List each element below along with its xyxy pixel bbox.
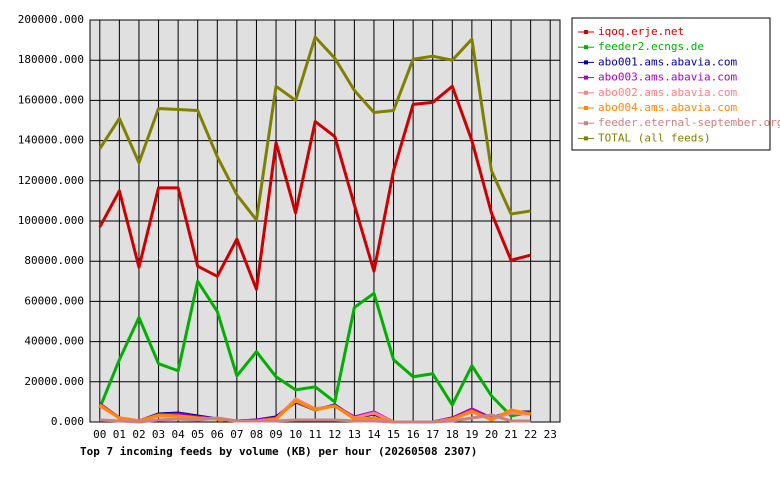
legend-label: abo001.ams.abavia.com <box>598 55 737 68</box>
y-tick-label: 180000.000 <box>18 53 84 66</box>
x-tick-label: 13 <box>348 428 361 441</box>
x-tick-label: 18 <box>446 428 459 441</box>
x-tick-label: 00 <box>93 428 106 441</box>
x-tick-label: 08 <box>250 428 263 441</box>
x-tick-label: 09 <box>269 428 282 441</box>
series-line <box>98 399 531 424</box>
legend-marker <box>584 45 588 50</box>
y-tick-label: 60000.000 <box>24 294 84 307</box>
x-tick-label: 17 <box>426 428 439 441</box>
x-tick-label: 14 <box>367 428 381 441</box>
y-tick-label: 160000.000 <box>18 93 84 106</box>
series-line <box>98 35 531 222</box>
legend-label: abo004.ams.abavia.com <box>598 101 737 114</box>
x-tick-label: 11 <box>309 428 322 441</box>
y-tick-label: 80000.000 <box>24 254 84 267</box>
x-tick-label: 12 <box>328 428 341 441</box>
y-tick-label: 20000.000 <box>24 375 84 388</box>
series-line <box>98 279 531 418</box>
legend-marker <box>584 60 588 65</box>
x-tick-label: 21 <box>504 428 517 441</box>
x-tick-label: 20 <box>485 428 498 441</box>
legend-marker <box>584 30 588 34</box>
y-tick-label: 0.000 <box>51 415 84 428</box>
legend-marker <box>584 75 588 80</box>
x-tick-label: 22 <box>524 428 537 441</box>
legend-marker <box>584 90 588 95</box>
legend-marker <box>584 121 588 126</box>
legend-box <box>571 17 771 151</box>
legend-label: abo003.ams.abavia.com <box>598 71 737 84</box>
legend-marker <box>584 136 588 141</box>
x-tick-label: 04 <box>172 428 186 441</box>
legend-label: iqoq.erje.net <box>598 25 684 38</box>
x-tick-label: 03 <box>152 428 165 441</box>
legend-label: abo002.ams.abavia.com <box>598 86 737 99</box>
x-tick-label: 15 <box>387 428 400 441</box>
y-tick-label: 100000.000 <box>18 214 84 227</box>
legend-label: feeder2.ecngs.de <box>598 40 704 53</box>
x-tick-label: 19 <box>465 428 478 441</box>
y-tick-label: 200000.000 <box>18 13 84 26</box>
x-tick-label: 02 <box>132 428 145 441</box>
legend-marker <box>584 106 588 110</box>
x-tick-label: 05 <box>191 428 204 441</box>
chart-title: Top 7 incoming feeds by volume (KB) per … <box>80 445 477 458</box>
y-tick-label: 120000.000 <box>18 174 84 187</box>
y-tick-label: 140000.000 <box>18 134 84 147</box>
y-tick-label: 40000.000 <box>24 335 84 348</box>
x-tick-label: 07 <box>230 428 243 441</box>
series-line <box>99 413 531 424</box>
x-tick-label: 16 <box>407 428 420 441</box>
series-line <box>98 84 531 291</box>
x-tick-label: 23 <box>544 428 557 441</box>
x-tick-label: 10 <box>289 428 302 441</box>
legend-label: feeder.eternal-september.org <box>598 116 780 129</box>
legend-label: TOTAL (all feeds) <box>598 131 711 144</box>
x-tick-label: 01 <box>113 428 126 441</box>
x-tick-label: 06 <box>211 428 224 441</box>
